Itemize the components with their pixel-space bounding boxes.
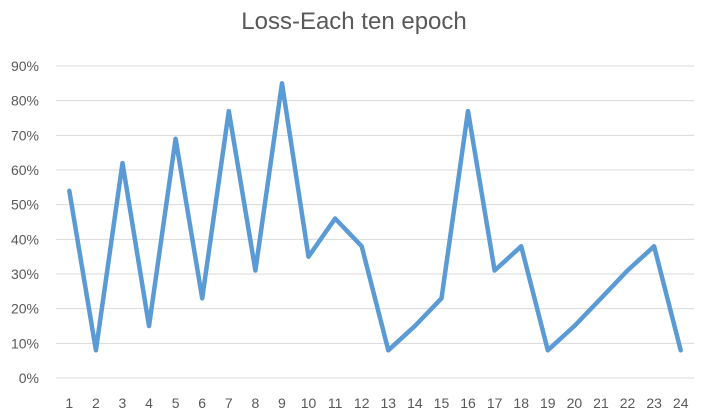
x-tick-label: 14 xyxy=(407,395,423,411)
x-tick-label: 3 xyxy=(119,395,127,411)
x-tick-label: 6 xyxy=(198,395,206,411)
x-tick-label: 11 xyxy=(328,395,343,411)
x-tick-label: 5 xyxy=(172,395,180,411)
x-tick-label: 23 xyxy=(646,395,662,411)
x-tick-label: 13 xyxy=(381,395,397,411)
x-tick-label: 2 xyxy=(92,395,100,411)
y-tick-label: 0% xyxy=(19,370,39,386)
x-tick-label: 7 xyxy=(225,395,233,411)
x-tick-label: 19 xyxy=(540,395,556,411)
y-tick-label: 60% xyxy=(11,162,39,178)
x-tick-label: 4 xyxy=(145,395,153,411)
x-tick-label: 18 xyxy=(513,395,529,411)
chart-title: Loss-Each ten epoch xyxy=(241,8,467,35)
x-tick-label: 22 xyxy=(620,395,636,411)
y-tick-label: 20% xyxy=(11,301,39,317)
x-tick-label: 9 xyxy=(278,395,286,411)
x-tick-label: 15 xyxy=(434,395,450,411)
x-tick-label: 12 xyxy=(354,395,370,411)
x-tick-label: 16 xyxy=(460,395,476,411)
y-tick-label: 10% xyxy=(11,335,39,351)
y-tick-label: 70% xyxy=(11,127,39,143)
x-tick-label: 21 xyxy=(593,395,609,411)
y-tick-label: 50% xyxy=(11,197,39,213)
x-tick-label: 20 xyxy=(567,395,583,411)
x-tick-label: 24 xyxy=(673,395,689,411)
x-tick-label: 1 xyxy=(65,395,73,411)
y-tick-label: 80% xyxy=(11,93,39,109)
y-tick-label: 30% xyxy=(11,266,39,282)
x-tick-label: 8 xyxy=(251,395,259,411)
x-tick-label: 10 xyxy=(301,395,317,411)
series-line-0 xyxy=(67,81,683,353)
y-tick-label: 90% xyxy=(11,58,39,74)
x-tick-label: 17 xyxy=(487,395,503,411)
y-tick-label: 40% xyxy=(11,231,39,247)
